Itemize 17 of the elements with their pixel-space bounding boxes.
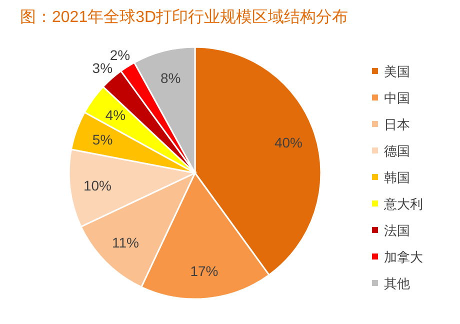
legend-label: 法国 <box>384 223 410 238</box>
chart-title: 图：2021年全球3D打印行业规模区域结构分布 <box>20 8 348 26</box>
data-label: 8% <box>160 70 181 86</box>
legend-label: 加拿大 <box>384 250 423 264</box>
legend-label: 中国 <box>384 90 410 106</box>
legend-label: 韩国 <box>384 170 410 185</box>
data-label: 5% <box>92 132 113 148</box>
data-label: 10% <box>83 177 112 194</box>
data-label: 40% <box>274 134 302 151</box>
data-label: 17% <box>190 262 218 279</box>
legend-label: 其他 <box>384 276 410 291</box>
legend-label: 意大利 <box>383 196 423 212</box>
legend-label: 美国 <box>384 64 410 79</box>
legend-label: 德国 <box>384 144 410 158</box>
legend-label: 日本 <box>384 117 410 132</box>
data-label: 4% <box>105 107 126 124</box>
data-label: 11% <box>112 234 139 250</box>
